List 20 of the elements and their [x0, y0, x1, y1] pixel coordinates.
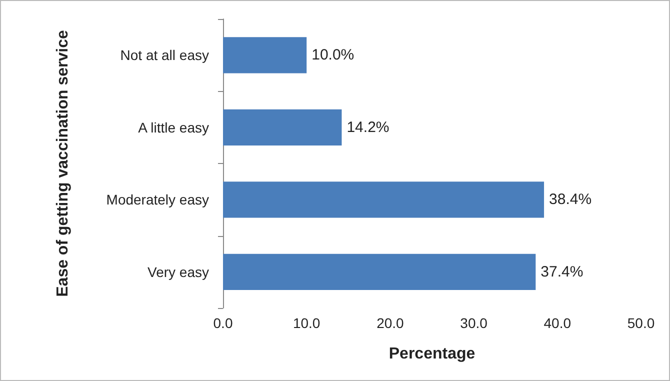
y-axis-title: Ease of getting vaccination service [54, 30, 72, 297]
data-label: 37.4% [540, 263, 584, 280]
x-tick-label: 10.0 [292, 315, 320, 331]
x-tick-label: 20.0 [376, 315, 404, 331]
bar [223, 37, 307, 74]
bar [223, 254, 536, 290]
x-tick-label: 0.0 [213, 315, 233, 331]
x-tick-label: 50.0 [627, 315, 655, 331]
x-axis-title: Percentage [388, 346, 476, 362]
y-tick-label: Not at all easy [120, 47, 209, 64]
data-label: 10.0% [312, 46, 354, 64]
x-tick-label: 40.0 [544, 315, 572, 331]
bar [223, 109, 342, 146]
x-tick-label: 30.0 [460, 315, 488, 331]
y-tick-label: Moderately easy [106, 192, 209, 208]
data-label: 14.2% [346, 118, 390, 136]
bar [223, 182, 544, 218]
y-tick-label: Very easy [148, 264, 209, 280]
data-label: 38.4% [549, 191, 592, 208]
y-tick-label: A little easy [138, 119, 209, 136]
